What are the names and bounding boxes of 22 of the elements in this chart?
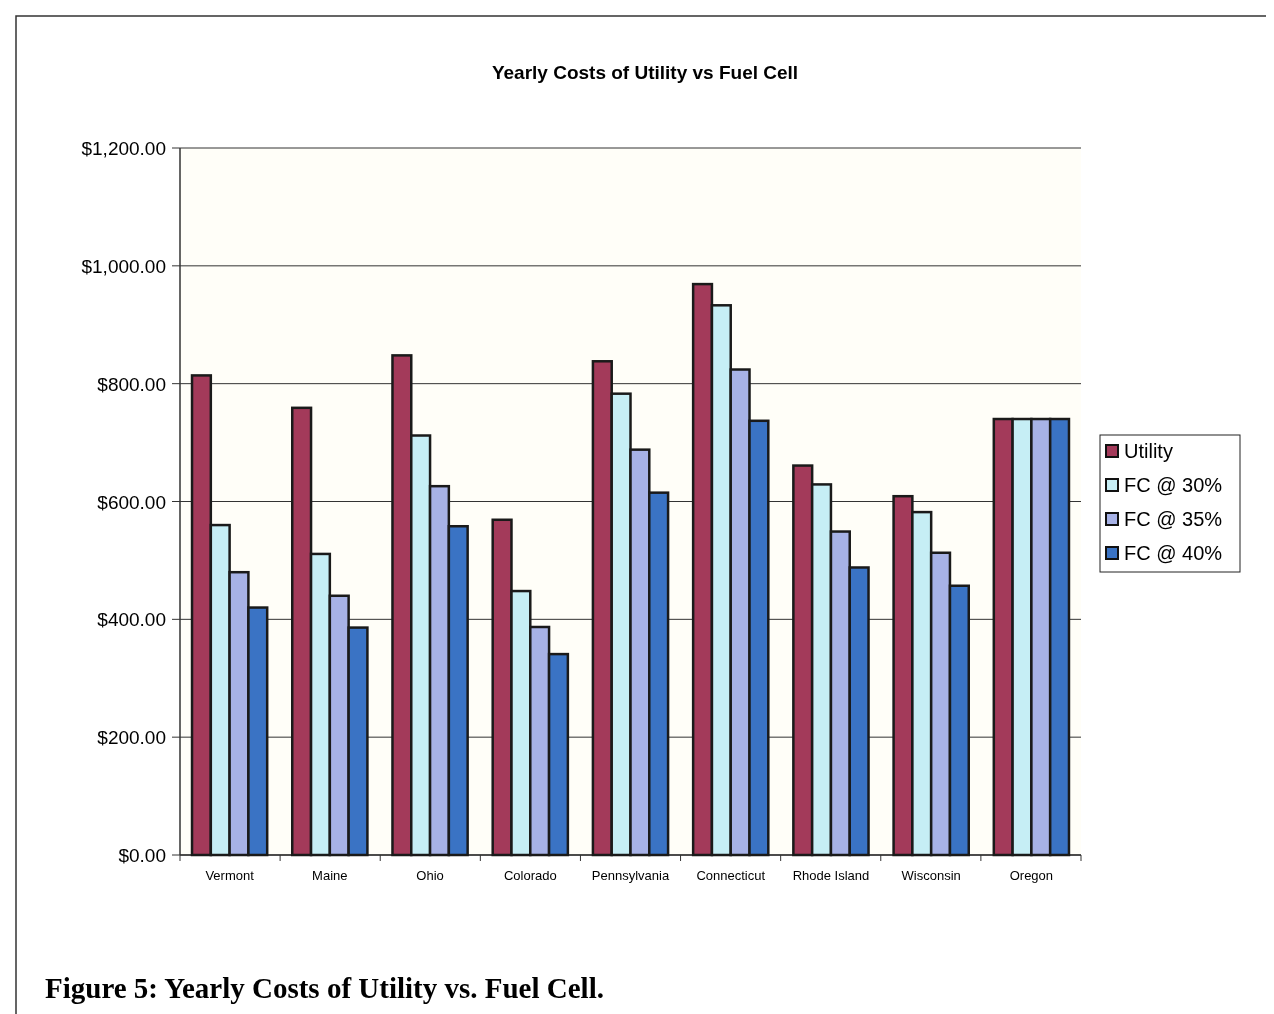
y-tick-label: $800.00 bbox=[97, 373, 166, 395]
y-tick-label: $1,200.00 bbox=[81, 138, 166, 159]
x-tick-label: Wisconsin bbox=[901, 868, 961, 883]
x-tick-label: Vermont bbox=[205, 868, 255, 883]
y-tick-label: $600.00 bbox=[97, 491, 166, 513]
y-tick-label: $0.00 bbox=[118, 845, 166, 866]
legend-label: FC @ 30% bbox=[1124, 474, 1223, 496]
y-tick-label: $1,000.00 bbox=[81, 255, 166, 277]
caption: Figure 5: Yearly Costs of Utility vs. Fuel Cell. bbox=[45, 972, 604, 1004]
y-tick-label: $200.00 bbox=[97, 727, 166, 749]
x-tick-label: Maine bbox=[312, 868, 348, 883]
legend-label: Utility bbox=[1124, 440, 1173, 462]
x-tick-label: Oregon bbox=[1009, 868, 1054, 883]
x-tick-label: Connecticut bbox=[696, 868, 766, 883]
x-tick-label: Pennsylvania bbox=[591, 868, 670, 883]
y-tick-label: $400.00 bbox=[97, 609, 166, 631]
legend-label: FC @ 35% bbox=[1124, 508, 1223, 530]
x-tick-label: Rhode Island bbox=[792, 868, 870, 883]
x-tick-label: Ohio bbox=[416, 868, 444, 883]
x-tick-label: Colorado bbox=[503, 868, 557, 883]
legend-label: FC @ 40% bbox=[1124, 542, 1223, 564]
chart-title: Yearly Costs of Utility vs Fuel Cell bbox=[491, 62, 799, 83]
